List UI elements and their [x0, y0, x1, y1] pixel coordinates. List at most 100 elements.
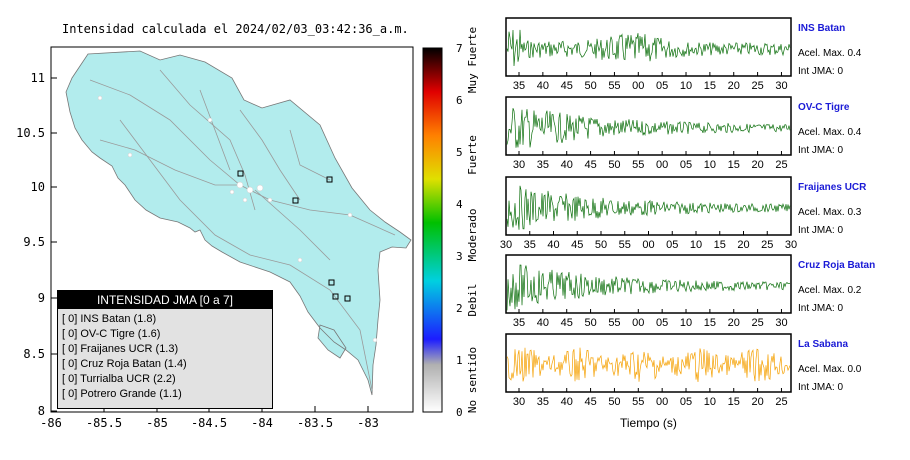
costa-rica-land	[65, 50, 412, 396]
station-jma: Int JMA: 0	[798, 66, 844, 77]
trace-tick-label: 25	[751, 317, 764, 329]
trace-tick-label: 45	[560, 80, 573, 92]
trace-tick-label: 50	[608, 396, 621, 408]
legend-row: [ 0] INS Batan (1.8)	[62, 313, 157, 325]
map-y-tick-label: 11	[31, 71, 45, 85]
map-y-tick-label: 8.5	[23, 347, 45, 361]
trace-tick-label: 20	[751, 396, 764, 408]
trace-tick-label: 20	[727, 80, 740, 92]
trace-tick-label: 30	[512, 159, 526, 171]
map-x-tick-label: -86	[40, 416, 62, 430]
map-x-tick-label: -84	[251, 416, 273, 430]
trace-tick-label: 00	[632, 317, 645, 329]
trace-tick-label: 15	[703, 317, 716, 329]
trace-tick-label: 10	[689, 239, 703, 251]
trace-tick-label: 05	[679, 396, 693, 408]
station-name: La Sabana	[798, 339, 849, 350]
station-accel: Acel. Max. 0.3	[798, 207, 862, 218]
map-axes: -86 -85.5 -85 -84.5 -84 -83.5 -83 11 10.5 10 9.5 9 8…	[16, 71, 379, 430]
trace-tick-label: 25	[761, 239, 774, 251]
trace-tick-label: 35	[512, 317, 526, 329]
station-jma: Int JMA: 0	[798, 303, 844, 314]
trace-tick-label: 05	[679, 159, 693, 171]
map-x-tick-label: -85.5	[86, 416, 122, 430]
station-name: Fraijanes UCR	[798, 182, 867, 193]
trace-tick-label: 15	[727, 159, 740, 171]
trace-tick-label: 10	[703, 159, 716, 171]
trace-tick-label: 35	[512, 80, 526, 92]
trace-tick-label: 00	[632, 80, 645, 92]
station-jma: Int JMA: 0	[798, 225, 844, 236]
trace-tick-label: 35	[523, 239, 536, 251]
trace-tick-label: 40	[547, 239, 560, 251]
trace-tick-label: 40	[560, 396, 573, 408]
station-name: Cruz Roja Batan	[798, 260, 876, 271]
legend-title: INTENSIDAD JMA [0 a 7]	[58, 291, 272, 309]
trace-tick-label: 30	[775, 317, 788, 329]
legend-row: [ 0] Turrialba UCR (2.2)	[62, 373, 176, 385]
station-name: INS Batan	[798, 23, 846, 34]
trace-tick-label: 50	[584, 80, 597, 92]
trace-tick-label: 15	[713, 239, 726, 251]
trace-tick-label: 55	[608, 80, 621, 92]
trace-tick-label: 05	[656, 80, 669, 92]
map-y-tick-label: 10.5	[16, 126, 45, 140]
station-accel: Acel. Max. 0.4	[798, 127, 862, 138]
trace-tick-label: 55	[632, 396, 645, 408]
trace-tick-label: 40	[536, 80, 549, 92]
trace-tick-label: 30	[784, 239, 798, 251]
trace-tick-label: 40	[536, 317, 549, 329]
legend-row: [ 0] Fraijanes UCR (1.3)	[62, 343, 179, 355]
trace-tick-label: 45	[584, 396, 597, 408]
intensity-legend: INTENSIDAD JMA [0 a 7] [ 0] INS Batan (1…	[57, 290, 273, 409]
trace-tick-label: 45	[571, 239, 584, 251]
trace-tick-label: 35	[536, 396, 549, 408]
station-jma: Int JMA: 0	[798, 145, 844, 156]
station-accel: Acel. Max. 0.4	[798, 48, 862, 59]
trace-tick-label: 40	[560, 159, 573, 171]
map-x-tick-label: -84.5	[191, 416, 227, 430]
trace-tick-label: 55	[632, 159, 645, 171]
map-x-tick-label: -83	[357, 416, 379, 430]
traces-xlabel: Tiempo (s)	[620, 416, 677, 430]
stations	[237, 170, 351, 302]
trace-tick-label: 55	[608, 317, 621, 329]
trace-tick-label: 20	[727, 317, 740, 329]
trace-tick-label: 10	[703, 396, 716, 408]
map-y-tick-label: 9	[38, 291, 45, 305]
trace-tick-label: 25	[751, 80, 764, 92]
legend-row: [ 0] Cruz Roja Batan (1.4)	[62, 358, 187, 370]
trace-tick-label: 00	[642, 239, 655, 251]
trace-tick-label: 30	[499, 239, 513, 251]
station-accel: Acel. Max. 0.0	[798, 364, 862, 375]
station-jma: Int JMA: 0	[798, 382, 844, 393]
trace-tick-label: 50	[584, 317, 597, 329]
trace-tick-label: 35	[536, 159, 549, 171]
trace-tick-label: 00	[656, 159, 669, 171]
trace-tick-label: 10	[679, 80, 693, 92]
trace-tick-label: 45	[560, 317, 573, 329]
trace-tick-label: 10	[679, 317, 693, 329]
trace-tick-label: 25	[775, 396, 788, 408]
trace-tick-label: 05	[666, 239, 679, 251]
legend-row: [ 0] Potrero Grande (1.1)	[62, 388, 182, 400]
legend-row: [ 0] OV-C Tigre (1.6)	[62, 328, 161, 340]
map-y-tick-label: 10	[31, 180, 45, 194]
trace-tick-label: 30	[512, 396, 526, 408]
map-x-tick-label: -85	[146, 416, 168, 430]
trace-tick-label: 15	[727, 396, 740, 408]
trace-tick-label: 45	[584, 159, 597, 171]
trace-tick-label: 30	[775, 80, 788, 92]
trace-tick-label: 15	[703, 80, 716, 92]
trace-tick-label: 20	[751, 159, 764, 171]
trace-tick-label: 50	[608, 159, 621, 171]
trace-tick-label: 50	[594, 239, 608, 251]
trace-tick-label: 25	[775, 159, 788, 171]
map-y-tick-label: 8	[38, 404, 45, 418]
trace-tick-label: 00	[656, 396, 669, 408]
cities	[97, 95, 378, 343]
station-accel: Acel. Max. 0.2	[798, 285, 862, 296]
trace-tick-label: 20	[737, 239, 750, 251]
map-title: Intensidad calculada el 2024/02/03_03:42…	[62, 22, 409, 36]
map-y-tick-label: 9.5	[23, 235, 45, 249]
